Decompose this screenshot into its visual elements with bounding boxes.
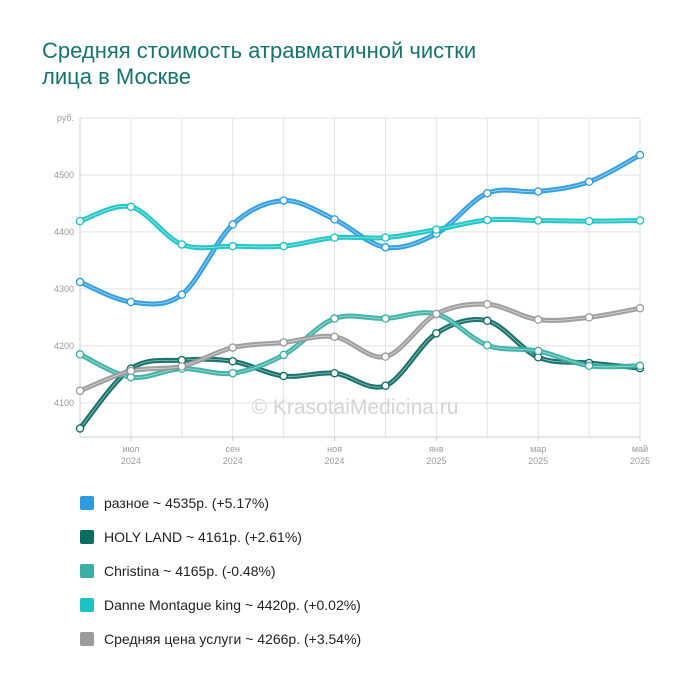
data-point [635, 216, 645, 225]
data-point [381, 352, 390, 361]
data-point [483, 215, 492, 225]
chart-title-line-2: лица в Москве [42, 64, 191, 89]
data-point [75, 424, 85, 433]
legend-label: Средняя цена услуги ~ 4266р. (+3.54%) [104, 631, 362, 647]
y-tick-label: 4100 [54, 398, 74, 408]
chart-legend: разное ~ 4535р. (+5.17%) HOLY LAND ~ 4161… [80, 486, 361, 656]
data-point [330, 368, 339, 378]
data-point [126, 297, 136, 307]
x-tick-label-month: мар [530, 444, 546, 454]
data-point [381, 233, 390, 242]
data-point [635, 304, 645, 313]
data-point [330, 215, 339, 224]
data-point [75, 350, 85, 359]
x-tick-label-year: 2024 [223, 456, 243, 466]
data-point [533, 187, 543, 196]
legend-swatch [80, 598, 94, 612]
x-tick-label-year: 2025 [426, 456, 446, 466]
x-tick-label-month: июл [122, 444, 139, 454]
data-point [584, 177, 594, 187]
legend-item[interactable]: Christina ~ 4165р. (-0.48%) [80, 554, 361, 588]
data-point [584, 313, 594, 322]
x-tick-label-year: 2025 [528, 456, 548, 466]
data-point [177, 362, 187, 371]
data-point [279, 241, 288, 251]
data-point [533, 315, 543, 324]
series-line-highlight-3 [79, 205, 641, 249]
x-tick-label-year: 2024 [121, 456, 141, 466]
data-point [177, 290, 187, 299]
x-tick-label-month: сен [225, 444, 240, 454]
data-point [228, 241, 237, 251]
x-tick-label-month: янв [429, 444, 444, 454]
chart-points [75, 150, 645, 433]
watermark: © KrasotaiMedicina.ru [252, 396, 459, 419]
chart-title: Средняя стоимость атравматичной чистки л… [42, 38, 602, 90]
data-point [177, 240, 187, 249]
chart-title-line-1: Средняя стоимость атравматичной чистки [42, 38, 477, 63]
legend-label: HOLY LAND ~ 4161р. (+2.61%) [104, 529, 302, 545]
legend-item[interactable]: разное ~ 4535р. (+5.17%) [80, 486, 361, 520]
y-axis-label: руб. [57, 113, 74, 123]
legend-swatch [80, 496, 94, 510]
data-point [432, 225, 441, 234]
chart-series [77, 152, 643, 431]
data-point [75, 386, 85, 396]
data-point [483, 316, 492, 326]
legend-swatch [80, 564, 94, 578]
data-point [330, 233, 339, 242]
legend-swatch [80, 530, 94, 544]
data-point [330, 314, 339, 323]
data-point [75, 216, 85, 226]
data-point [533, 346, 543, 356]
data-point [330, 332, 339, 341]
data-point [228, 343, 237, 352]
data-point [483, 300, 492, 309]
data-point [635, 361, 645, 371]
data-point [228, 368, 237, 378]
series-line-3 [77, 203, 643, 251]
data-point [381, 314, 390, 323]
data-point [279, 371, 288, 381]
data-point [228, 356, 237, 366]
x-tick-label-month: ноя [327, 444, 342, 454]
legend-item[interactable]: Danne Montague king ~ 4420р. (+0.02%) [80, 588, 361, 622]
x-tick-label-month: май [632, 444, 648, 454]
data-point [381, 243, 390, 252]
data-point [228, 220, 237, 229]
data-point [432, 329, 441, 338]
data-point [279, 196, 288, 205]
data-point [126, 202, 136, 212]
legend-label: Christina ~ 4165р. (-0.48%) [104, 563, 276, 579]
data-point [584, 361, 594, 371]
legend-swatch [80, 632, 94, 646]
data-point [75, 277, 85, 287]
chart-grid: 4100 4200 4300 4400 4500 руб. июл 2024 сен 2024 но… [54, 113, 650, 466]
data-point [381, 381, 390, 390]
data-point [126, 366, 136, 376]
data-point [483, 341, 492, 350]
y-tick-label: 4500 [54, 170, 74, 180]
data-point [533, 216, 543, 225]
y-tick-label: 4200 [54, 341, 74, 351]
x-tick-label-year: 2025 [630, 456, 650, 466]
y-tick-label: 4400 [54, 227, 74, 237]
data-point [279, 350, 288, 360]
legend-label: разное ~ 4535р. (+5.17%) [104, 495, 269, 511]
legend-item[interactable]: HOLY LAND ~ 4161р. (+2.61%) [80, 520, 361, 554]
data-point [432, 309, 441, 319]
legend-item[interactable]: Средняя цена услуги ~ 4266р. (+3.54%) [80, 622, 361, 656]
data-point [483, 188, 492, 198]
x-tick-label-year: 2024 [325, 456, 345, 466]
legend-label: Danne Montague king ~ 4420р. (+0.02%) [104, 597, 361, 613]
data-point [279, 338, 288, 347]
data-point [584, 216, 594, 226]
data-point [635, 150, 645, 160]
y-tick-label: 4300 [54, 284, 74, 294]
